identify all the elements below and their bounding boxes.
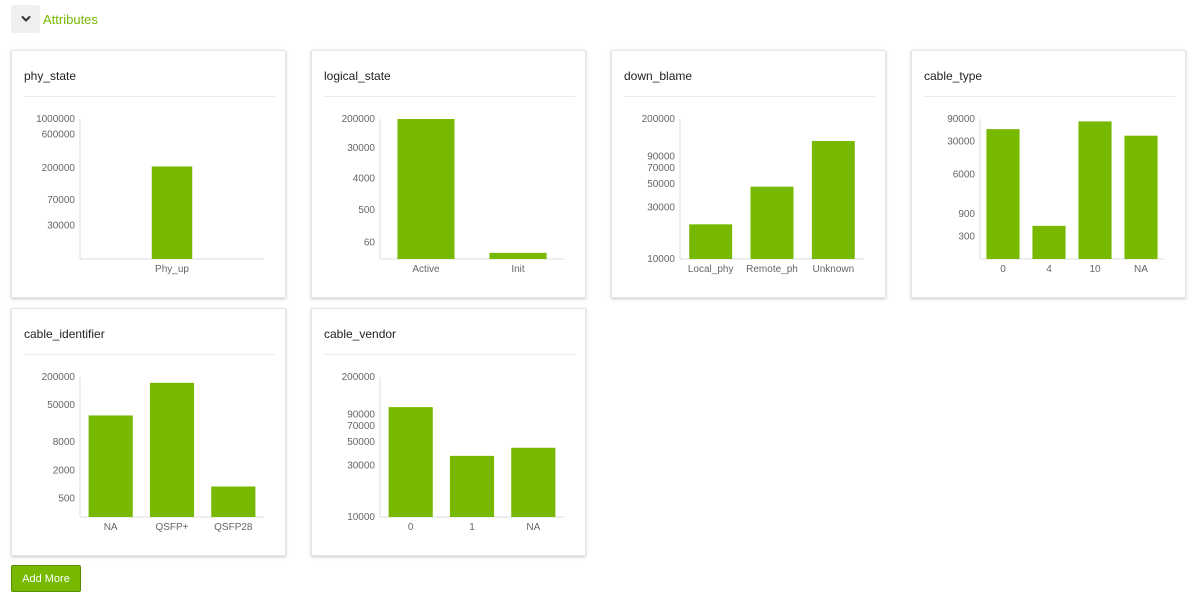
y-tick-label: 50000 [647, 179, 675, 190]
collapse-toggle-button[interactable] [11, 5, 40, 33]
y-tick-label: 500 [358, 205, 375, 216]
y-tick-label: 4000 [353, 173, 376, 184]
chart-card-down-blame: down_blame 10000 30000 50000 70000 90000 2000… [611, 50, 886, 298]
y-tick-label: 70000 [347, 421, 375, 432]
chevron-down-icon [21, 16, 30, 22]
bar [1032, 225, 1066, 259]
card-divider [924, 96, 1175, 97]
y-tick-label: 200000 [642, 114, 676, 125]
y-tick-label: 30000 [947, 137, 975, 148]
y-tick-label: 6000 [953, 170, 976, 181]
chart-card-cable-type: cable_type 300 900 6000 30000 90000 0 4 10 NA [911, 50, 1186, 298]
y-tick-label: 300 [958, 231, 975, 242]
y-tick-label: 90000 [347, 409, 375, 420]
x-tick-label: Unknown [812, 264, 854, 275]
x-tick-label: Remote_ph [746, 264, 798, 275]
bar [511, 447, 556, 517]
y-tick-label: 10000 [647, 254, 675, 265]
bar [1124, 135, 1158, 259]
card-title: cable_identifier [24, 327, 105, 341]
card-title: logical_state [324, 69, 391, 83]
y-tick-label: 10000 [347, 512, 375, 523]
x-tick-label: Init [511, 264, 525, 275]
card-title: phy_state [24, 69, 77, 83]
y-tick-label: 30000 [347, 461, 375, 472]
x-tick-label: 0 [1000, 264, 1006, 275]
y-tick-label: 30000 [47, 221, 75, 232]
x-tick-label: Local_phy [688, 264, 734, 275]
chart-card-cable-vendor: cable_vendor 10000 30000 50000 70000 90000 20… [311, 308, 586, 556]
x-tick-label: NA [1134, 264, 1148, 275]
card-divider [24, 96, 275, 97]
bar-chart: 300 900 6000 30000 90000 0 4 10 NA [947, 114, 1164, 275]
y-tick-label: 30000 [647, 203, 675, 214]
x-tick-label: 10 [1089, 264, 1101, 275]
y-tick-label: 2000 [53, 465, 76, 476]
bar-chart: 60 500 4000 30000 200000 Active Init [342, 114, 564, 275]
y-tick-label: 60 [364, 237, 376, 248]
x-tick-label: 4 [1046, 264, 1052, 275]
bar [151, 166, 193, 259]
card-title: cable_type [924, 69, 983, 83]
y-tick-label: 30000 [347, 143, 375, 154]
bar-chart: 500 2000 8000 50000 200000 NA QSFP+ QSFP28 [42, 372, 264, 533]
x-tick-label: Phy_up [155, 264, 189, 275]
y-tick-label: 50000 [347, 437, 375, 448]
bar [397, 119, 455, 259]
bar [449, 455, 495, 517]
section-title: Attributes [43, 11, 98, 27]
card-divider [324, 354, 575, 355]
y-tick-label: 500 [58, 493, 75, 504]
bar [388, 407, 433, 517]
x-tick-label: QSFP28 [214, 522, 253, 533]
add-more-button[interactable]: Add More [11, 565, 81, 592]
card-divider [24, 354, 275, 355]
y-tick-label: 70000 [647, 163, 675, 174]
bar [211, 486, 256, 517]
attributes-section-header: Attributes [11, 5, 98, 33]
x-tick-label: QSFP+ [155, 522, 188, 533]
card-divider [324, 96, 575, 97]
bar [689, 224, 733, 259]
y-tick-label: 200000 [342, 114, 376, 125]
bar [1078, 121, 1112, 259]
x-tick-label: NA [526, 522, 540, 533]
y-tick-label: 200000 [42, 372, 76, 383]
bar-chart: 30000 70000 200000 600000 1000000 Phy_up [36, 114, 264, 275]
y-tick-label: 200000 [42, 163, 76, 174]
y-tick-label: 90000 [647, 151, 675, 162]
x-tick-label: 1 [469, 522, 475, 533]
chart-card-logical-state: logical_state 60 500 4000 30000 200000 Active… [311, 50, 586, 298]
bar [88, 415, 133, 517]
card-divider [624, 96, 875, 97]
y-tick-label: 90000 [947, 114, 975, 125]
card-title: down_blame [624, 69, 693, 83]
chart-card-cable-identifier: cable_identifier 500 2000 8000 50000 200000 N… [11, 308, 286, 556]
y-tick-label: 50000 [47, 400, 75, 411]
y-tick-label: 70000 [47, 195, 75, 206]
x-tick-label: 0 [408, 522, 414, 533]
chart-card-phy-state: phy_state 30000 70000 200000 600000 1000000 P… [11, 50, 286, 298]
y-tick-label: 900 [958, 209, 975, 220]
bar [811, 140, 855, 259]
x-tick-label: NA [104, 522, 118, 533]
card-title: cable_vendor [324, 327, 397, 341]
bar [750, 186, 794, 259]
bar [149, 382, 195, 517]
y-tick-label: 200000 [342, 372, 376, 383]
bar [986, 129, 1020, 259]
y-tick-label: 1000000 [36, 114, 75, 125]
bar [489, 252, 547, 259]
x-tick-label: Active [412, 264, 440, 275]
y-tick-label: 600000 [42, 130, 76, 141]
y-tick-label: 8000 [53, 437, 76, 448]
